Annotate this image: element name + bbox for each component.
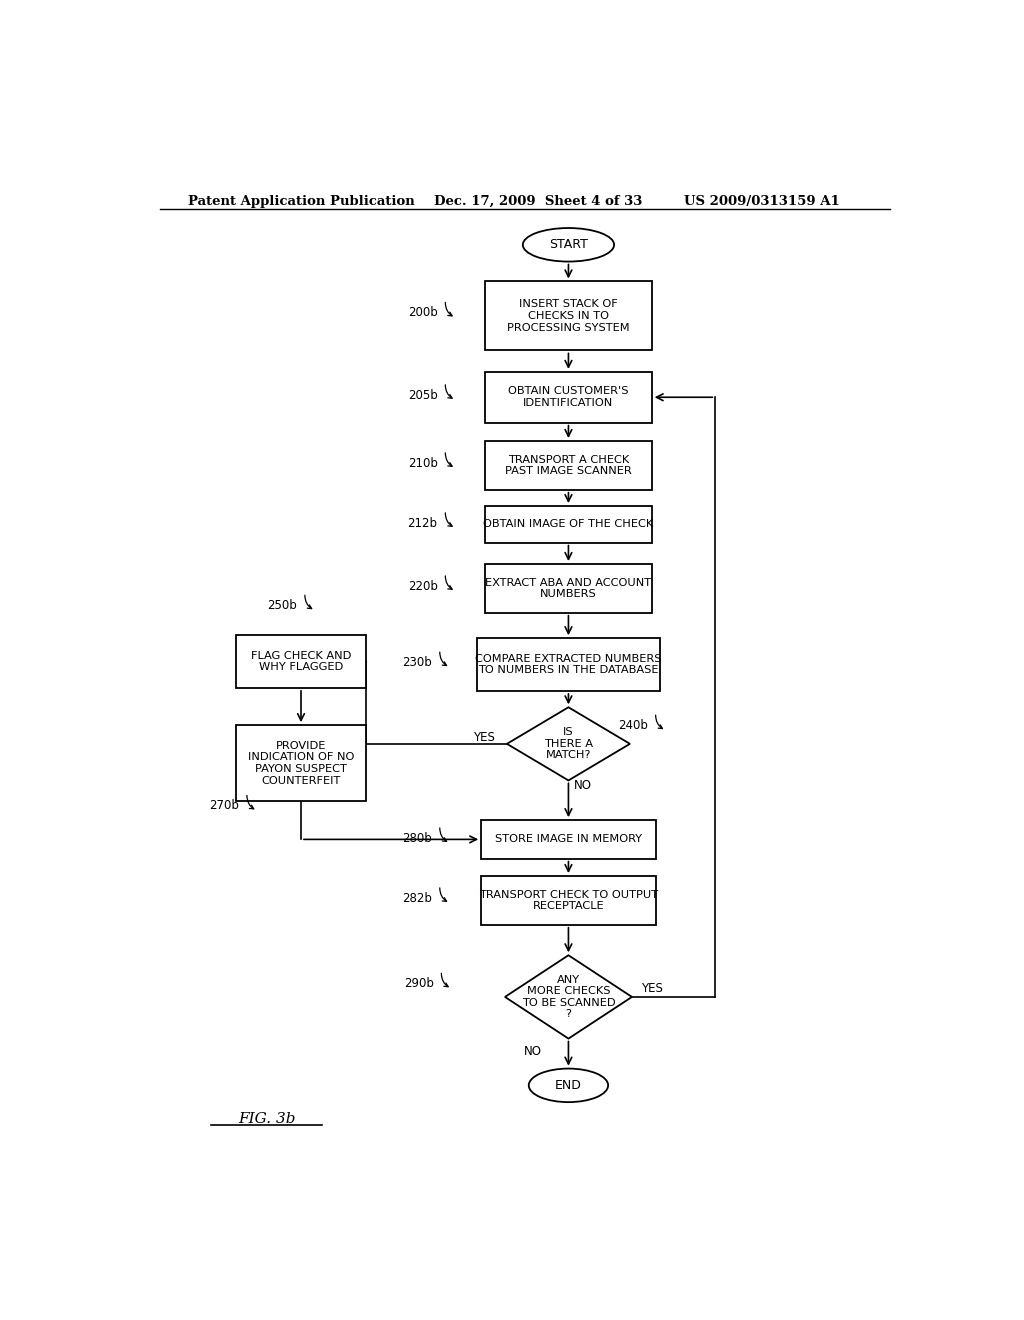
Text: Dec. 17, 2009  Sheet 4 of 33: Dec. 17, 2009 Sheet 4 of 33	[433, 195, 642, 209]
FancyBboxPatch shape	[485, 506, 652, 543]
FancyBboxPatch shape	[485, 372, 652, 422]
Text: 280b: 280b	[402, 832, 432, 845]
Text: 230b: 230b	[402, 656, 432, 669]
Ellipse shape	[523, 228, 614, 261]
FancyBboxPatch shape	[236, 635, 367, 688]
Text: US 2009/0313159 A1: US 2009/0313159 A1	[684, 195, 840, 209]
Polygon shape	[507, 708, 630, 780]
Text: EXTRACT ABA AND ACCOUNT
NUMBERS: EXTRACT ABA AND ACCOUNT NUMBERS	[485, 578, 651, 599]
Text: 200b: 200b	[408, 306, 437, 319]
Ellipse shape	[528, 1069, 608, 1102]
Text: NO: NO	[523, 1044, 542, 1057]
FancyBboxPatch shape	[477, 638, 659, 690]
Text: Patent Application Publication: Patent Application Publication	[187, 195, 415, 209]
FancyBboxPatch shape	[485, 281, 652, 351]
Text: PROVIDE
INDICATION OF NO
PAYON SUSPECT
COUNTERFEIT: PROVIDE INDICATION OF NO PAYON SUSPECT C…	[248, 741, 354, 785]
Text: 212b: 212b	[408, 517, 437, 529]
FancyBboxPatch shape	[481, 876, 655, 925]
Text: OBTAIN CUSTOMER'S
IDENTIFICATION: OBTAIN CUSTOMER'S IDENTIFICATION	[508, 387, 629, 408]
Text: FLAG CHECK AND
WHY FLAGGED: FLAG CHECK AND WHY FLAGGED	[251, 651, 351, 672]
FancyBboxPatch shape	[485, 564, 652, 612]
Text: 205b: 205b	[408, 388, 437, 401]
Text: YES: YES	[641, 982, 664, 995]
Text: 290b: 290b	[403, 977, 433, 990]
Text: TRANSPORT CHECK TO OUTPUT
RECEPTACLE: TRANSPORT CHECK TO OUTPUT RECEPTACLE	[479, 890, 658, 911]
Text: NO: NO	[574, 779, 592, 792]
Text: 250b: 250b	[267, 599, 297, 612]
Text: 210b: 210b	[408, 457, 437, 470]
Polygon shape	[505, 956, 632, 1039]
Text: 282b: 282b	[402, 892, 432, 904]
FancyBboxPatch shape	[485, 441, 652, 490]
Text: COMPARE EXTRACTED NUMBERS
TO NUMBERS IN THE DATABASE: COMPARE EXTRACTED NUMBERS TO NUMBERS IN …	[475, 653, 662, 676]
Text: TRANSPORT A CHECK
PAST IMAGE SCANNER: TRANSPORT A CHECK PAST IMAGE SCANNER	[505, 454, 632, 477]
Text: 240b: 240b	[617, 719, 648, 733]
Text: 220b: 220b	[408, 579, 437, 593]
Text: OBTAIN IMAGE OF THE CHECK: OBTAIN IMAGE OF THE CHECK	[483, 519, 653, 529]
Text: END: END	[555, 1078, 582, 1092]
Text: FIG. 3b: FIG. 3b	[239, 1111, 296, 1126]
Text: ANY
MORE CHECKS
TO BE SCANNED
?: ANY MORE CHECKS TO BE SCANNED ?	[521, 974, 615, 1019]
Text: IS
THERE A
MATCH?: IS THERE A MATCH?	[544, 727, 593, 760]
Text: 270b: 270b	[209, 800, 239, 812]
FancyBboxPatch shape	[236, 725, 367, 801]
Text: START: START	[549, 239, 588, 251]
FancyBboxPatch shape	[481, 820, 655, 859]
Text: INSERT STACK OF
CHECKS IN TO
PROCESSING SYSTEM: INSERT STACK OF CHECKS IN TO PROCESSING …	[507, 300, 630, 333]
Text: STORE IMAGE IN MEMORY: STORE IMAGE IN MEMORY	[495, 834, 642, 845]
Text: YES: YES	[473, 731, 495, 744]
